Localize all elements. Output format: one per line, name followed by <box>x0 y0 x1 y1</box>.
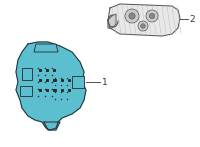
Polygon shape <box>108 4 180 36</box>
Polygon shape <box>34 44 58 52</box>
Circle shape <box>149 13 155 19</box>
Circle shape <box>129 13 135 19</box>
Polygon shape <box>108 14 116 28</box>
Circle shape <box>146 10 158 22</box>
Polygon shape <box>72 76 84 88</box>
Circle shape <box>138 21 148 31</box>
Text: 2: 2 <box>189 15 195 24</box>
Text: 1: 1 <box>102 77 108 86</box>
Circle shape <box>141 24 145 28</box>
Polygon shape <box>44 122 60 130</box>
Polygon shape <box>22 68 32 80</box>
Circle shape <box>125 9 139 23</box>
Polygon shape <box>20 86 32 96</box>
Polygon shape <box>16 42 86 130</box>
